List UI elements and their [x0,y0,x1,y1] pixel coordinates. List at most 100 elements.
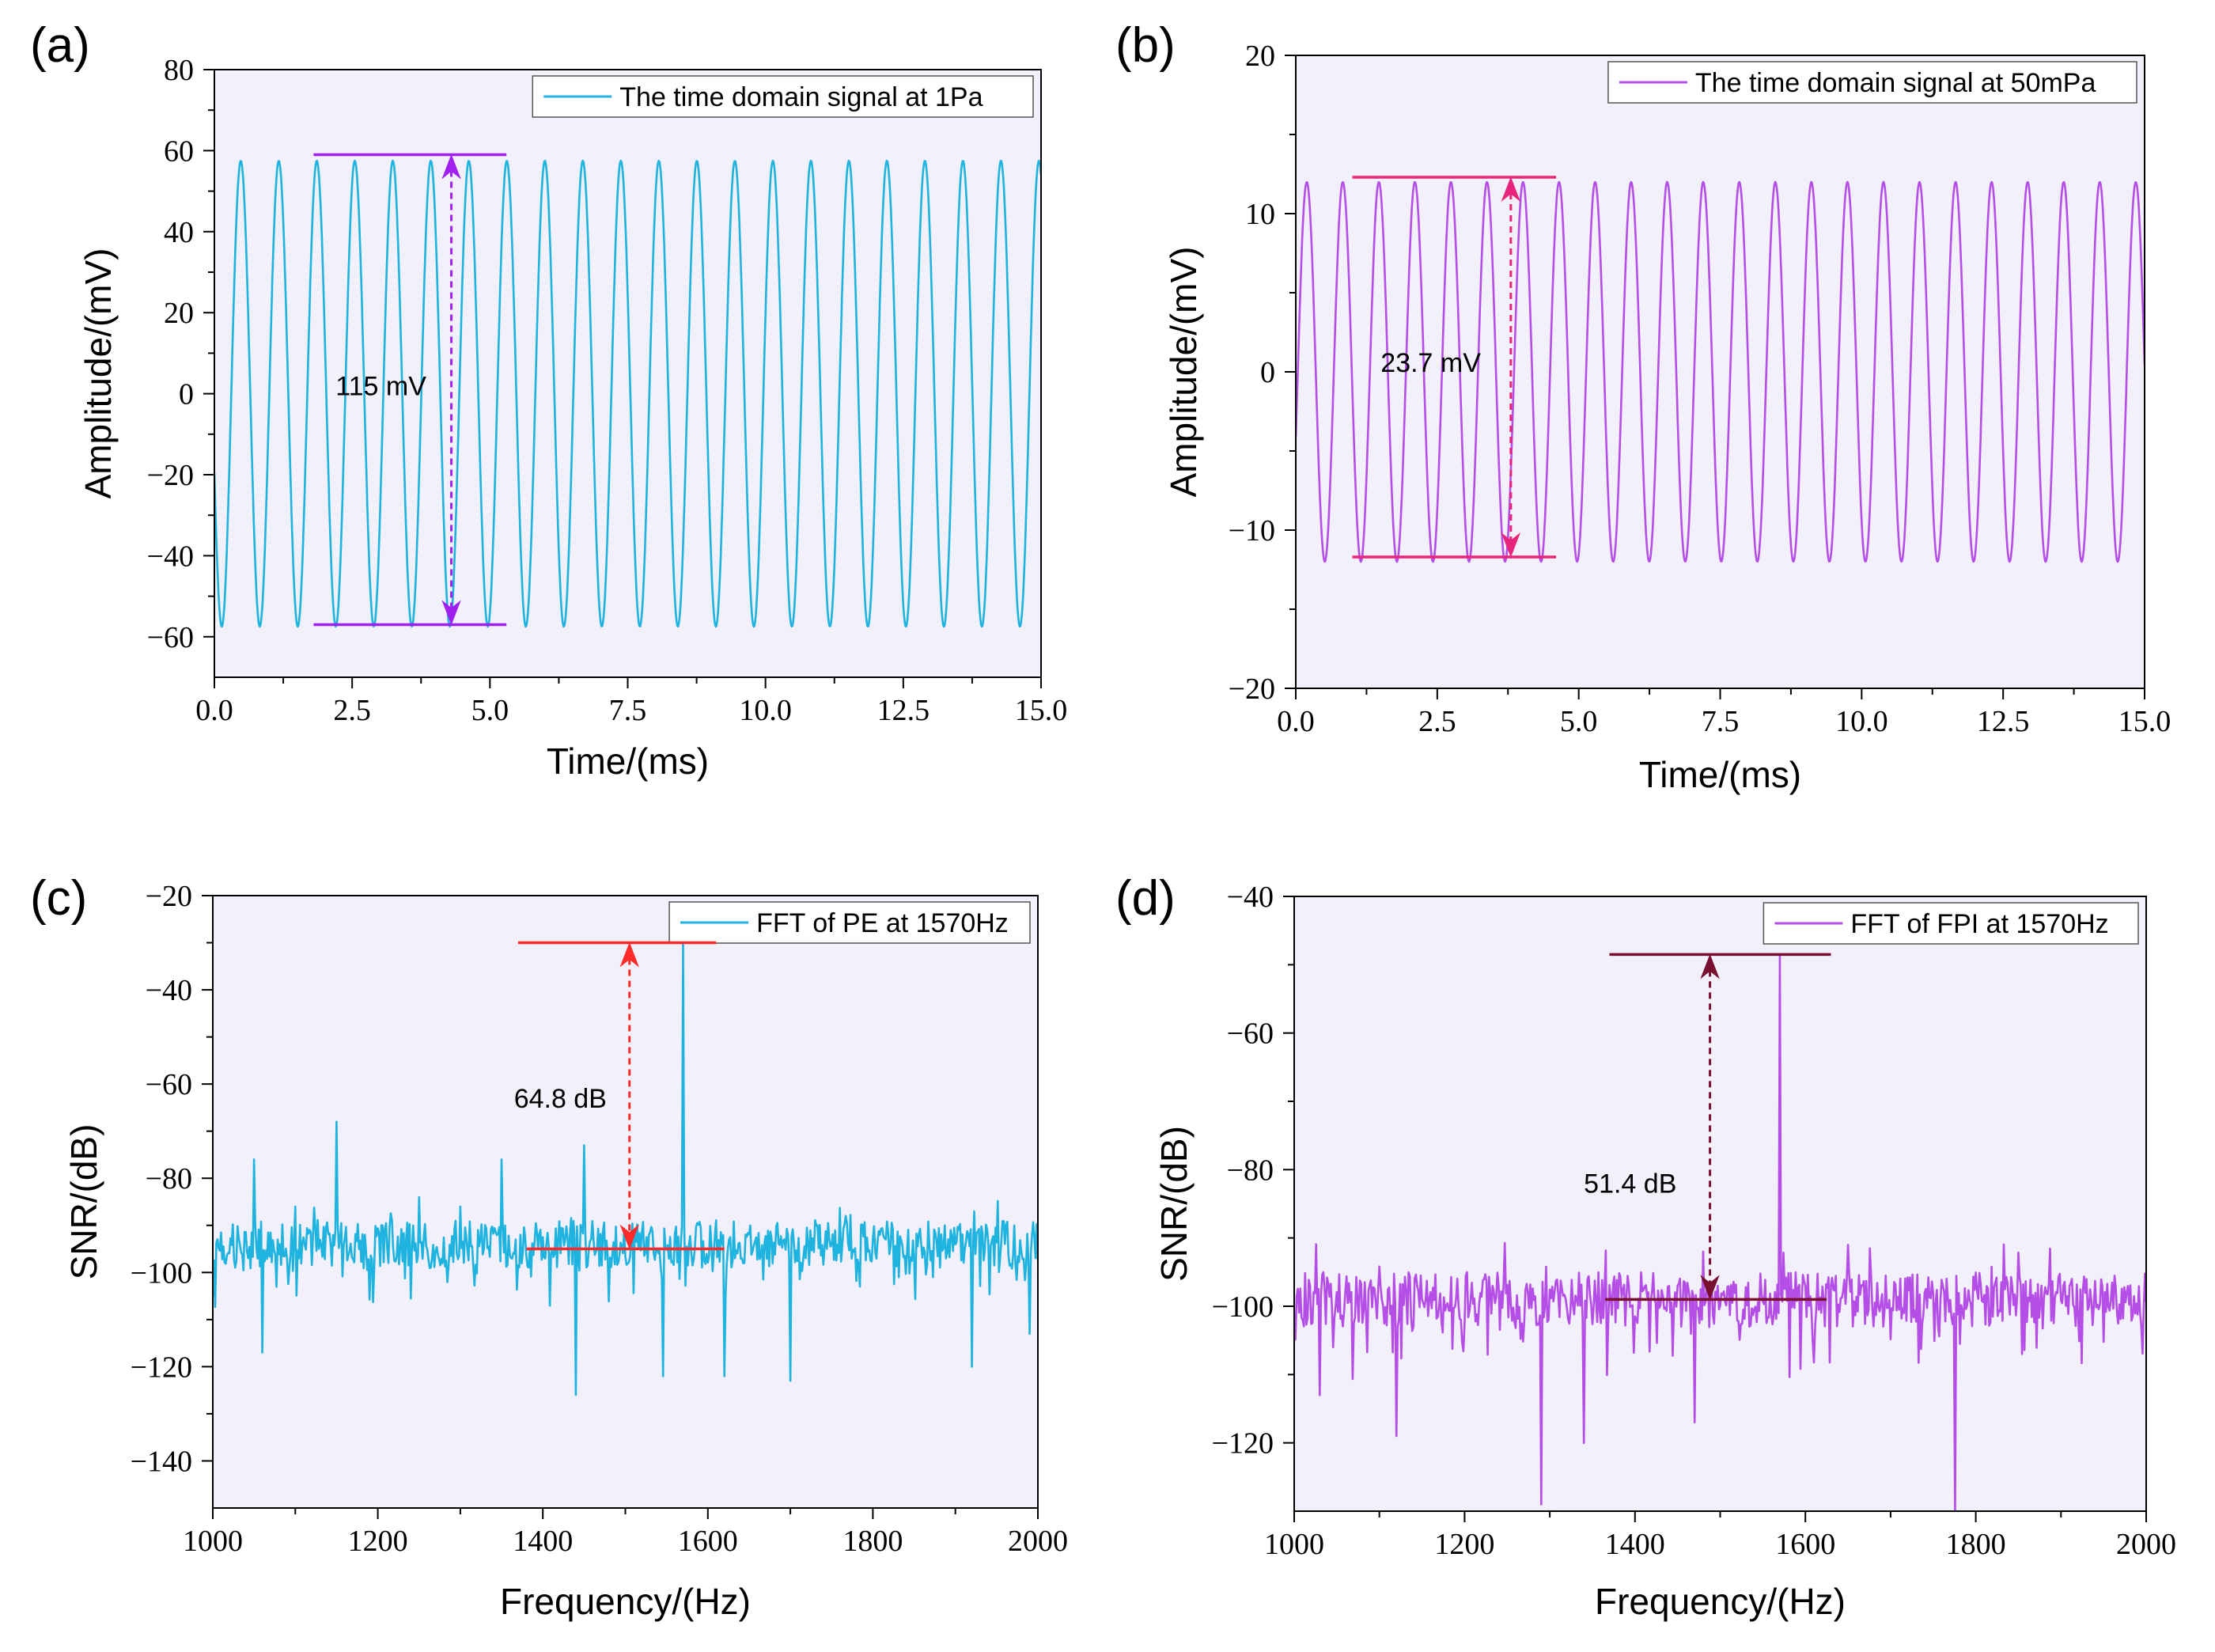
y-axis-label: SNR/(dB) [1153,1126,1195,1282]
series-group [1296,180,2145,563]
series-line-1 [1296,180,2145,563]
y-tick-label: −140 [131,1445,192,1478]
y-tick-label: −80 [1227,1154,1274,1187]
y-tick-label: −20 [146,880,192,913]
annotation-arrow-up [1700,953,1720,979]
annotation-arrow-up [1501,176,1521,203]
x-tick-label: 2.5 [333,694,371,727]
x-tick-label: 10.0 [739,694,792,727]
x-tick-label: 1400 [513,1525,573,1558]
x-tick-label: 7.5 [1702,705,1740,738]
y-tick-label: 20 [1245,40,1275,73]
x-tick-label: 5.0 [1560,705,1598,738]
legend: The time domain signal at 1Pa [532,75,1034,118]
series-group [213,942,1038,1396]
x-tick-label: 5.0 [471,694,509,727]
annotation: 115 mV [313,153,507,627]
x-tick-label: 12.5 [877,694,930,727]
x-tick-label: 2000 [1008,1525,1068,1558]
x-tick-label: 1000 [1264,1528,1324,1561]
panel-label: (b) [1115,18,1176,73]
chart-panel-1: (a) 0.0 2.5 5.0 7.5 10.0 12.5 15.0 −60 −40 −20 0 20 4… [30,18,1067,782]
x-tick-label: 10.0 [1835,705,1888,738]
y-tick-label: −40 [147,540,194,573]
x-tick-label: 1600 [678,1525,738,1558]
y-tick-label: 20 [164,297,194,330]
series-line-1 [1294,953,2146,1511]
y-tick-label: −60 [1227,1017,1274,1051]
y-tick-label: 80 [164,54,194,87]
x-tick-label: 15.0 [1015,694,1068,727]
x-tick-label: 1200 [348,1525,408,1558]
panel-label: (d) [1115,871,1176,926]
panel-label: (a) [30,18,90,73]
y-axis-label: Amplitude/(mV) [78,248,119,499]
y-tick-label: 40 [164,216,194,249]
annotation-arrow-down [1501,532,1521,558]
y-tick-label: 60 [164,135,194,168]
x-tick-label: 2000 [2116,1528,2176,1561]
series-line-1 [214,159,1041,628]
x-tick-label: 0.0 [195,694,233,727]
x-axis-label: Time/(ms) [547,741,709,782]
annotation-arrow-down [1700,1275,1720,1301]
chart-panel-3: (c) 1000 1200 1400 1600 1800 2000 −140 −120 −100 −… [30,871,1068,1622]
legend: FFT of PE at 1570Hz [668,901,1031,944]
x-tick-label: 15.0 [2118,705,2171,738]
x-tick-label: 2.5 [1418,705,1456,738]
x-tick-label: 1600 [1775,1528,1835,1561]
y-tick-label: 10 [1245,198,1275,231]
annotation: 23.7 mV [1352,176,1557,559]
y-tick-label: −40 [146,974,192,1007]
legend: FFT of FPI at 1570Hz [1763,902,2139,945]
y-tick-label: −100 [131,1256,192,1290]
legend: The time domain signal at 50mPa [1607,61,2137,104]
x-tick-label: 12.5 [1977,705,2030,738]
legend-label: FFT of PE at 1570Hz [756,908,1009,938]
y-tick-label: 0 [1260,356,1275,389]
annotation: 51.4 dB [1584,953,1831,1302]
y-axis-label: Amplitude/(mV) [1163,247,1204,498]
x-axis-label: Frequency/(Hz) [1595,1581,1846,1622]
x-axis-label: Time/(ms) [1639,754,1801,795]
annotation-label: 51.4 dB [1584,1169,1676,1199]
legend-box [1607,61,2137,104]
legend-box [1763,902,2139,945]
y-tick-label: −80 [146,1162,192,1195]
chart-panel-2: (b) 0.0 2.5 5.0 7.5 10.0 12.5 15.0 −20 −10 0 10 20 Ti… [1115,18,2171,795]
x-tick-label: 1200 [1434,1528,1494,1561]
legend-label: The time domain signal at 50mPa [1695,68,2096,98]
y-tick-label: −20 [1229,673,1275,706]
annotation: 64.8 dB [514,941,725,1251]
y-tick-label: −100 [1212,1290,1274,1324]
plot-area [1294,896,2146,1511]
y-tick-label: −20 [147,459,194,492]
annotation-arrow-up [619,942,639,968]
annotation-arrow-down [619,1224,639,1250]
legend-label: The time domain signal at 1Pa [619,82,983,112]
y-tick-label: 0 [179,378,194,411]
series-group [1294,953,2146,1511]
annotation-label: 23.7 mV [1380,348,1481,378]
x-tick-label: 0.0 [1277,705,1315,738]
y-tick-label: −60 [146,1068,192,1101]
x-tick-label: 1000 [183,1525,243,1558]
plot-area [213,896,1038,1508]
x-tick-label: 1800 [1946,1528,2006,1561]
y-axis-label: SNR/(dB) [63,1124,104,1280]
y-tick-label: −120 [131,1351,192,1384]
x-axis-label: Frequency/(Hz) [500,1581,751,1622]
x-tick-label: 7.5 [609,694,647,727]
y-tick-label: −120 [1212,1427,1274,1461]
x-tick-label: 1800 [842,1525,903,1558]
plot-area [1296,55,2145,688]
series-line-1 [213,942,1038,1396]
annotation-arrow-down [441,600,461,626]
y-tick-label: −60 [147,621,194,654]
annotation-arrow-up [441,153,461,180]
series-group [214,159,1041,628]
annotation-label: 64.8 dB [514,1084,607,1114]
chart-panel-4: (d) 1000 1200 1400 1600 1800 2000 −120 −100 −80 −6… [1115,871,2176,1622]
legend-label: FFT of FPI at 1570Hz [1850,909,2108,939]
